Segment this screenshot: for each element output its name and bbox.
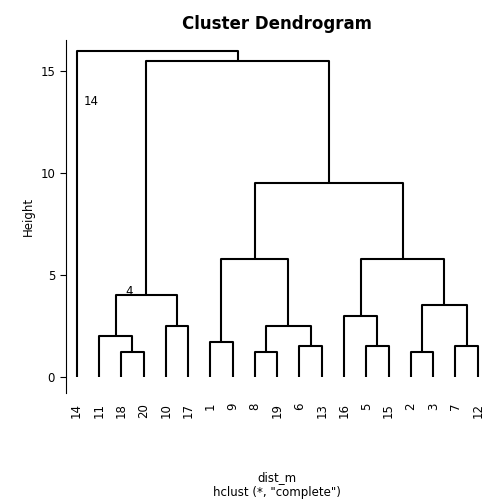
Text: 14: 14: [83, 95, 98, 108]
Title: Cluster Dendrogram: Cluster Dendrogram: [182, 15, 372, 33]
Y-axis label: Height: Height: [22, 197, 35, 236]
Text: 4: 4: [125, 285, 133, 298]
Text: dist_m
hclust (*, "complete"): dist_m hclust (*, "complete"): [213, 471, 341, 499]
